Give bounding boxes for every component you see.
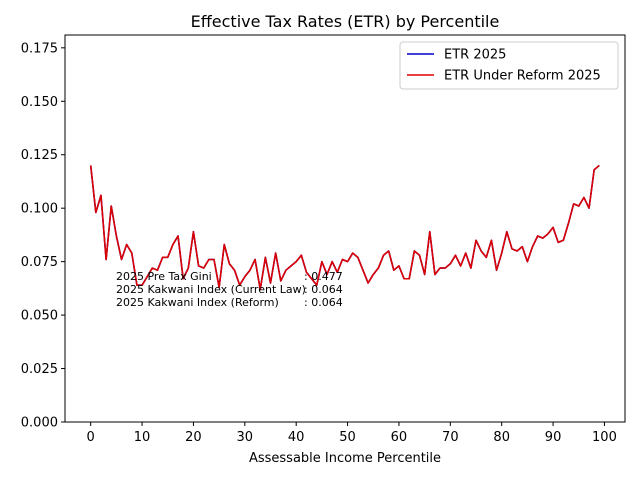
- y-tick-label: 0.025: [21, 362, 58, 377]
- x-tick-label: 70: [442, 430, 459, 445]
- x-tick-label: 10: [134, 430, 151, 445]
- annotation-value: : 0.064: [304, 283, 343, 296]
- legend-label: ETR 2025: [444, 48, 506, 63]
- legend-box: [399, 41, 619, 90]
- annotation-label: 2025 Pre Tax Gini: [116, 270, 212, 283]
- y-tick-label: 0.150: [21, 95, 58, 110]
- y-tick-label: 0.000: [21, 416, 58, 431]
- legend: ETR 2025 ETR Under Reform 2025: [399, 41, 619, 90]
- y-tick-label: 0.075: [21, 255, 58, 270]
- y-tick-label: 0.100: [21, 202, 58, 217]
- x-tick-label: 50: [339, 430, 356, 445]
- x-axis-label: Assessable Income Percentile: [249, 451, 441, 466]
- y-tick-label: 0.050: [21, 309, 58, 324]
- x-tick-label: 30: [237, 430, 254, 445]
- legend-label: ETR Under Reform 2025: [444, 69, 601, 84]
- y-tick-label: 0.125: [21, 148, 58, 163]
- y-axis: 0.000 0.025 0.050 0.075 0.100 0.125 0.150 0.175: [21, 41, 65, 431]
- x-axis: 0 10 20 30 40 50 60 70 80 90 100: [87, 422, 617, 445]
- annotation-label: 2025 Kakwani Index (Reform): [116, 296, 279, 309]
- x-tick-label: 80: [493, 430, 510, 445]
- y-tick-label: 0.175: [21, 41, 58, 56]
- x-tick-label: 90: [545, 430, 562, 445]
- series-line-2: [89, 164, 600, 291]
- annotation-label: 2025 Kakwani Index (Current Law): [116, 283, 306, 296]
- annotation-value: : 0.477: [304, 270, 343, 283]
- x-tick-label: 20: [185, 430, 202, 445]
- axes-frame: [64, 34, 626, 423]
- x-tick-label: 60: [391, 430, 408, 445]
- plot-area: [89, 164, 600, 291]
- annotation-value: : 0.064: [304, 296, 343, 309]
- x-tick-label: 0: [87, 430, 95, 445]
- x-tick-label: 40: [288, 430, 305, 445]
- chart-title: Effective Tax Rates (ETR) by Percentile: [191, 12, 500, 31]
- x-tick-label: 100: [592, 430, 617, 445]
